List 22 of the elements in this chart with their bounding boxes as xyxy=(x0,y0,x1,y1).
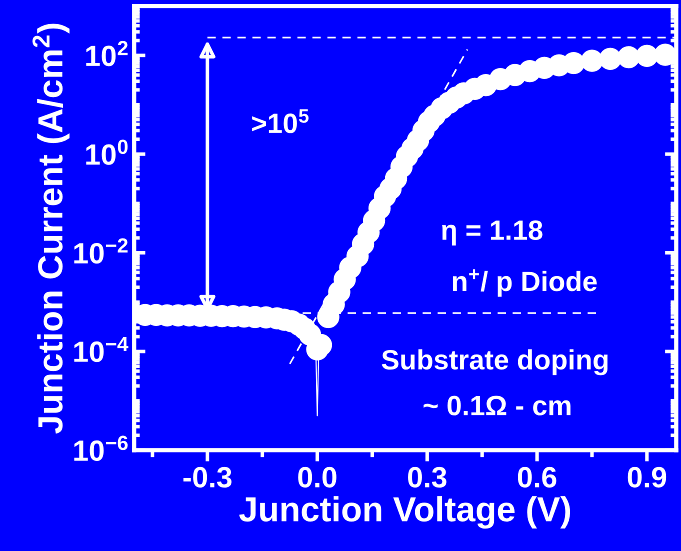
x-tick-label: -0.3 xyxy=(183,466,232,488)
point xyxy=(599,48,622,70)
x-axis-title: Junction Voltage (V) xyxy=(239,496,570,529)
y-tick-label: 10$^{−4}$ xyxy=(74,336,128,362)
x-tick-label: 0.9 xyxy=(628,466,666,488)
y-tick-label: 10$^{−2}$ xyxy=(74,238,128,264)
x-tick-label: 0.3 xyxy=(408,466,446,488)
y-tick-label: 10$^{−6}$ xyxy=(74,436,128,461)
annotation: n$^{+}$/ p Diode xyxy=(452,269,597,297)
y-tick-label: 10$^{0}$ xyxy=(86,140,128,165)
y-axis-title: Junction Current (A/cm$^{2}$) xyxy=(32,24,70,434)
point xyxy=(636,44,658,67)
point xyxy=(580,50,604,72)
y-tick-label: 10$^{2}$ xyxy=(86,40,128,66)
point xyxy=(654,44,676,66)
x-tick-label: 0.6 xyxy=(518,466,556,488)
point xyxy=(618,46,640,68)
annotation: ~ 0.1Ω - cm xyxy=(424,396,570,416)
annotation: >10$^{5}$ xyxy=(252,109,309,134)
x-tick-label: 0.0 xyxy=(298,466,336,488)
annotation: Substrate doping xyxy=(382,349,608,376)
annotation: η = 1.18 xyxy=(442,220,542,246)
